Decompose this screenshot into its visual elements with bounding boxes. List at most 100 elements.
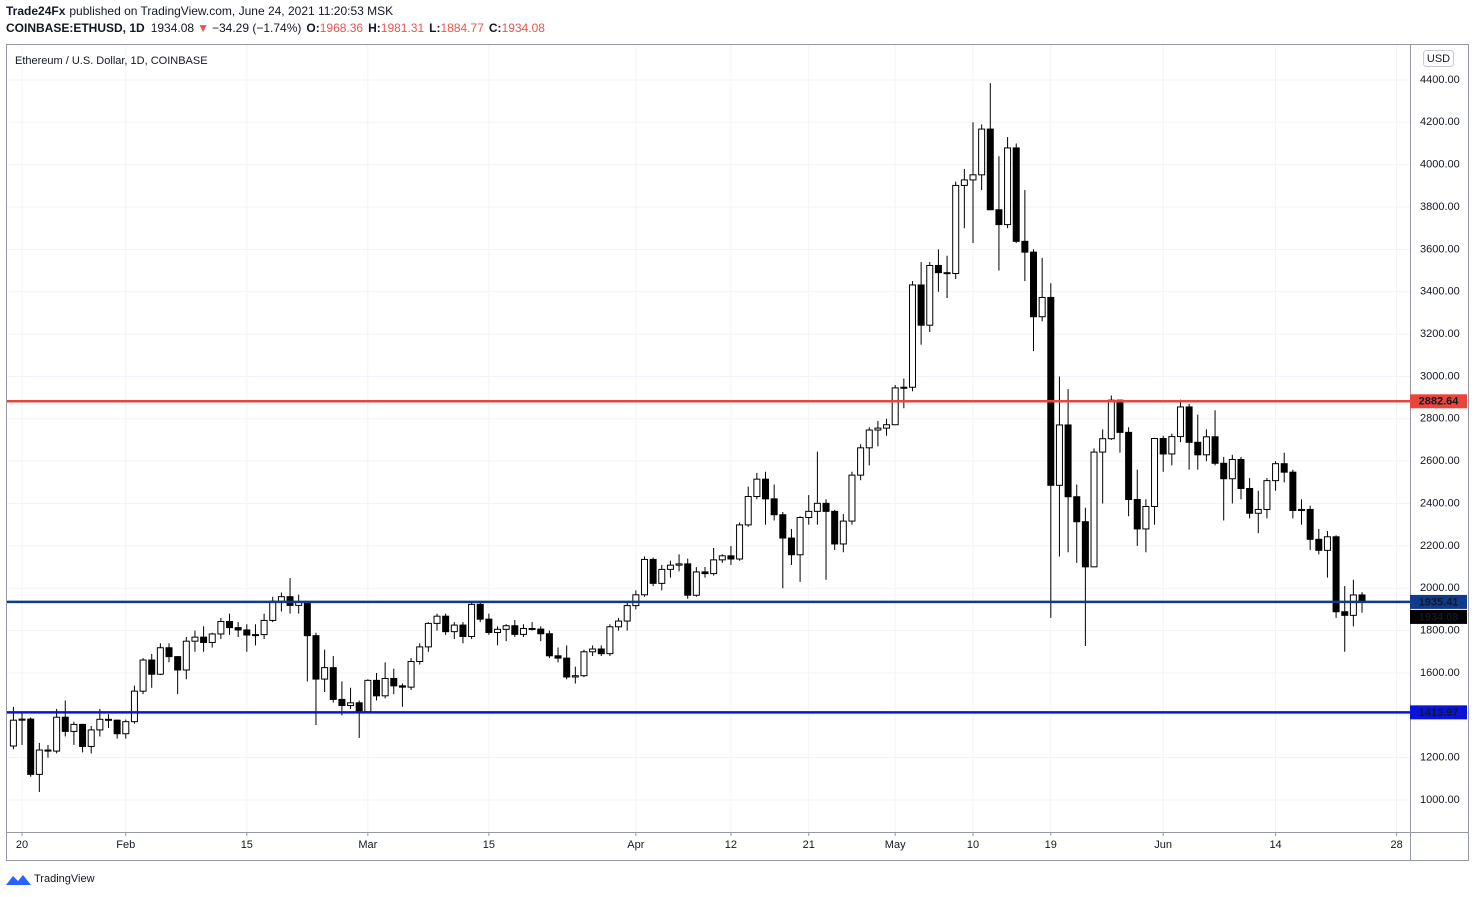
candle-body — [960, 179, 968, 186]
candle-body — [372, 679, 380, 697]
candle-body — [666, 564, 674, 570]
candle-body — [787, 537, 795, 556]
candle-body — [182, 640, 190, 671]
candle-body — [156, 647, 164, 675]
candle-body — [1237, 458, 1245, 489]
candle-body — [269, 600, 277, 621]
plot — [7, 83, 1410, 792]
y-tick-label: 2200.00 — [1420, 540, 1460, 552]
candle-body — [398, 685, 406, 688]
candle-body — [1159, 438, 1167, 455]
y-tick-label: 3600.00 — [1420, 243, 1460, 255]
candle-body — [952, 184, 960, 275]
candle-body — [381, 677, 389, 697]
candle-body — [615, 620, 623, 628]
y-tick-label: 3200.00 — [1420, 328, 1460, 340]
x-tick-label: 15 — [241, 839, 253, 851]
last-price-label: 1934.08 — [1419, 611, 1459, 623]
candle-body — [468, 603, 476, 638]
candle-body — [243, 629, 251, 636]
candle-body — [494, 628, 502, 633]
x-tick-label: Apr — [627, 839, 644, 851]
candle-body — [658, 568, 666, 584]
price-label-box — [1410, 394, 1467, 409]
candle-body — [563, 657, 571, 678]
x-tick-label: Jun — [1154, 839, 1172, 851]
candle-body — [865, 429, 873, 449]
candle-body — [796, 516, 804, 556]
candle-body — [805, 510, 813, 518]
candle-body — [27, 718, 35, 775]
close-value: 1934.08 — [502, 21, 546, 35]
x-tick-label: 14 — [1269, 839, 1281, 851]
candle-body — [355, 702, 363, 713]
candle-body — [9, 719, 17, 747]
y-tick-label: 3400.00 — [1420, 286, 1460, 298]
x-tick-label: May — [885, 839, 906, 851]
candle-body — [148, 659, 156, 675]
candle-body — [1263, 480, 1271, 510]
y-tick-label: 3800.00 — [1420, 201, 1460, 213]
candle-body — [70, 723, 78, 732]
y-tick-label: 2000.00 — [1420, 582, 1460, 594]
candle-body — [943, 272, 951, 275]
y-tick-label: 1800.00 — [1420, 624, 1460, 636]
y-tick-label: 4200.00 — [1420, 116, 1460, 128]
price-label-box — [1410, 594, 1467, 609]
candle-body — [122, 721, 130, 735]
x-tick-label: 10 — [967, 839, 979, 851]
candle-body — [1272, 463, 1280, 482]
candle-body — [813, 502, 821, 512]
y-tick-label: 1600.00 — [1420, 667, 1460, 679]
candle-body — [969, 174, 977, 181]
price-label-box — [1410, 705, 1467, 720]
candle-body — [1064, 424, 1072, 498]
candle-body — [442, 615, 450, 633]
candle-body — [640, 558, 648, 596]
candle-body — [528, 627, 536, 630]
candle-body — [260, 619, 268, 636]
candle-body — [1133, 498, 1141, 530]
candle-body — [251, 634, 259, 637]
candle-body — [1298, 508, 1306, 512]
candle-body — [736, 524, 744, 560]
candle-body — [44, 749, 52, 752]
candle-body — [545, 633, 553, 657]
grid — [7, 45, 1410, 832]
x-tick-label: Feb — [116, 839, 135, 851]
candle-body — [589, 648, 597, 653]
currency-button[interactable] — [1423, 50, 1454, 67]
candle-body — [217, 620, 225, 635]
candle-body — [684, 563, 692, 596]
candle-body — [1185, 406, 1193, 443]
candle-body — [338, 698, 346, 707]
open-value: 1968.36 — [320, 21, 364, 35]
candle-body — [1081, 521, 1089, 568]
candle-body — [79, 723, 87, 747]
candle-body — [710, 559, 718, 575]
candle-body — [1349, 594, 1357, 616]
candle-body — [900, 386, 908, 389]
candle-body — [191, 636, 199, 642]
candle-body — [200, 636, 208, 643]
candle-body — [1055, 424, 1063, 486]
candle-body — [1168, 436, 1176, 455]
candle-body — [174, 656, 182, 671]
candle-body — [407, 661, 415, 688]
candle-body — [675, 563, 683, 566]
candle-body — [978, 128, 986, 176]
candle-body — [779, 514, 787, 539]
candle-body — [1047, 296, 1055, 486]
candle-body — [502, 625, 510, 630]
candle-body — [753, 478, 761, 498]
candle-body — [1176, 406, 1184, 438]
candle-body — [1280, 463, 1288, 473]
candle-body — [995, 209, 1003, 226]
symbol: COINBASE:ETHUSD, 1D — [6, 21, 145, 35]
candle-body — [277, 596, 285, 602]
high-label: H: — [368, 21, 381, 35]
candle-body — [1341, 611, 1349, 616]
candle-body — [1228, 458, 1236, 480]
candle-body — [537, 628, 545, 635]
